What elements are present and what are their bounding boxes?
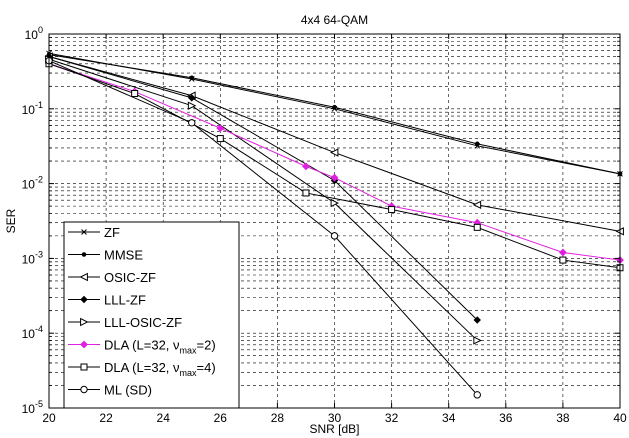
y-tick-exp: 0 — [38, 25, 43, 35]
x-tick-label: 26 — [214, 411, 228, 425]
y-tick-exp: -4 — [35, 324, 43, 334]
legend-label: OSIC-ZF — [104, 270, 156, 285]
legend-label: ML (SD) — [104, 383, 152, 398]
legend-label: MMSE — [104, 248, 143, 263]
y-tick-label: 10-4 — [22, 324, 43, 341]
legend-item: ZF — [68, 225, 120, 240]
series-line — [48, 58, 478, 341]
y-tick-base: 10 — [22, 178, 36, 192]
data-point — [216, 135, 224, 143]
y-tick-label: 10-2 — [22, 175, 43, 192]
legend-item: ML (SD) — [68, 383, 152, 398]
x-axis-label: SNR [dB] — [309, 422, 359, 436]
legend-label: LLL-ZF — [104, 293, 146, 308]
data-point — [216, 124, 225, 133]
series-7 — [45, 56, 481, 399]
y-tick-base: 10 — [25, 28, 39, 42]
data-point — [472, 200, 482, 210]
x-tick-label: 40 — [613, 411, 627, 425]
legend-label: DLA (L=32, νmax=4) — [104, 360, 216, 378]
data-point — [558, 248, 567, 257]
data-point — [388, 206, 396, 214]
series-layer — [44, 50, 624, 399]
y-tick-label: 10-1 — [22, 100, 43, 117]
x-tick-label: 38 — [556, 411, 570, 425]
series-5 — [45, 59, 624, 264]
y-tick-base: 10 — [22, 103, 36, 117]
data-point — [330, 232, 339, 240]
data-point — [329, 148, 339, 157]
legend-marker — [80, 385, 88, 394]
data-point — [189, 75, 195, 81]
y-tick-label: 10-5 — [22, 399, 43, 416]
y-tick-base: 10 — [22, 402, 36, 416]
y-tick-base: 10 — [22, 252, 36, 266]
legend-item: MMSE — [68, 248, 143, 263]
data-point — [559, 256, 567, 264]
data-point — [330, 173, 339, 182]
data-point — [473, 316, 481, 324]
legend-item: DLA (L=32, νmax=2) — [68, 338, 216, 356]
legend-marker — [80, 340, 88, 349]
series-line — [48, 60, 478, 396]
legend-item: DLA (L=32, νmax=4) — [68, 360, 216, 378]
legend-marker — [81, 252, 87, 257]
x-tick-label: 24 — [157, 411, 171, 425]
data-point — [187, 101, 197, 110]
data-point — [188, 119, 196, 127]
x-tick-label: 36 — [499, 411, 513, 425]
legend-marker — [80, 295, 88, 304]
legend-label: DLA (L=32, νmax=2) — [104, 338, 216, 356]
data-point — [330, 198, 340, 208]
data-point — [332, 104, 337, 110]
legend-marker — [81, 229, 87, 235]
y-tick-base: 10 — [22, 327, 36, 341]
data-point — [188, 94, 196, 102]
legend-item: OSIC-ZF — [68, 270, 156, 285]
ticks: 20 22 24 26 28 30 32 34 36 38 4010010-110-210-310-… — [22, 25, 627, 425]
data-point — [474, 141, 480, 147]
legend-marker — [80, 363, 88, 371]
x-tick-label: 28 — [271, 411, 285, 425]
data-point — [473, 391, 481, 399]
x-tick-label: 30 — [328, 411, 342, 425]
y-axis-label: SER — [4, 208, 18, 233]
legend-item: LLL-ZF — [68, 293, 146, 308]
x-tick-label: 20 — [42, 411, 56, 425]
data-point — [302, 162, 310, 171]
data-point — [302, 189, 310, 197]
x-tick-label: 32 — [385, 411, 399, 425]
data-point — [473, 336, 482, 345]
data-point — [131, 90, 139, 98]
legend-item: LLL-OSIC-ZF — [68, 315, 182, 330]
x-tick-label: 22 — [99, 411, 113, 425]
x-tick-label: 34 — [442, 411, 456, 425]
legend-label: ZF — [104, 225, 120, 240]
y-tick-exp: -5 — [35, 399, 43, 409]
series-line — [48, 63, 621, 269]
legend-label: LLL-OSIC-ZF — [104, 315, 182, 330]
legend: ZF MMSE OSIC-ZF LLL-ZF LLL-OSIC-ZF DLA (L=32,… — [63, 221, 240, 409]
legend-box — [63, 221, 240, 409]
chart-title: 4x4 64-QAM — [301, 13, 368, 27]
legend-marker — [80, 317, 89, 327]
y-tick-label: 100 — [25, 25, 43, 42]
data-point — [473, 223, 481, 231]
y-tick-label: 10-3 — [22, 249, 43, 266]
legend-marker — [79, 272, 88, 282]
series-line — [48, 56, 478, 321]
y-tick-exp: -2 — [35, 175, 43, 185]
y-tick-exp: -1 — [35, 100, 43, 110]
y-tick-exp: -3 — [35, 249, 43, 259]
